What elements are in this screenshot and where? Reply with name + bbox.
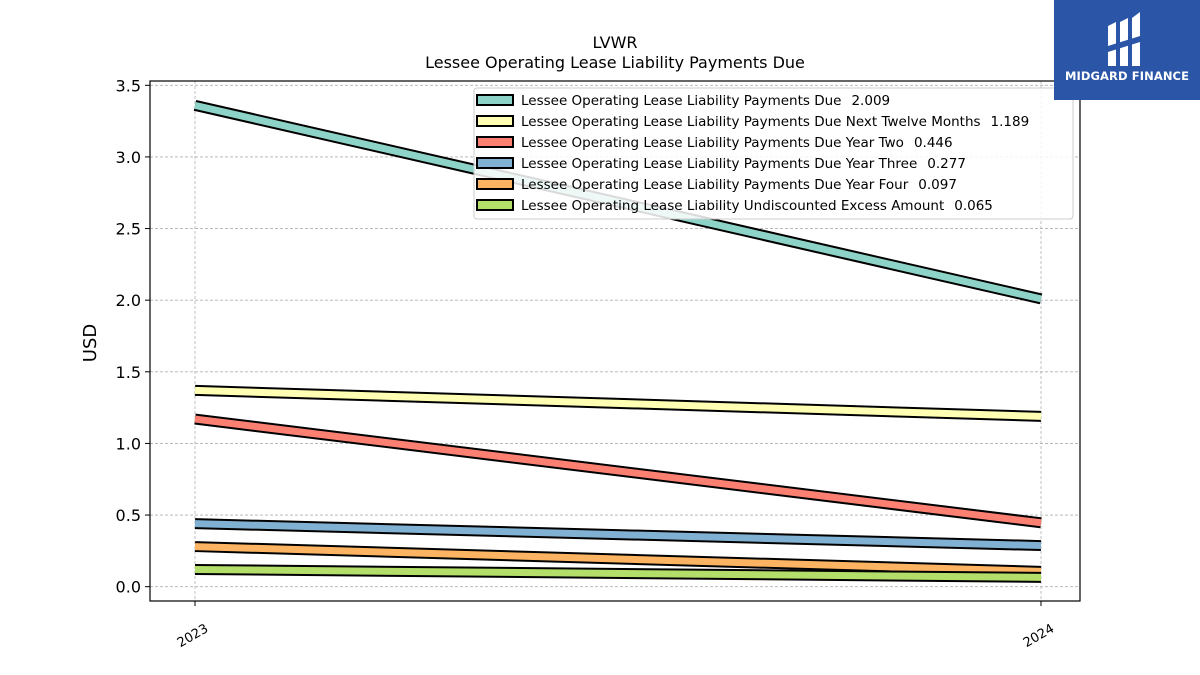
legend-swatch [476,199,514,211]
y-tick-label: 2.0 [116,291,141,310]
legend-series-latest: 0.277 [927,156,966,172]
series-lines [193,99,1043,583]
legend-label: Lessee Operating Lease Liability Payment… [521,135,953,151]
legend-series-name: Lessee Operating Lease Liability Payment… [521,135,904,151]
legend-label: Lessee Operating Lease Liability Undisco… [521,198,993,214]
chart-subtitle: Lessee Operating Lease Liability Payment… [425,53,805,72]
series-line [194,520,1042,550]
x-tick-label: 2023 [175,621,211,651]
plot-frame [149,80,1081,602]
legend-swatch [476,94,514,106]
legend-swatch [476,115,514,127]
series-line [194,565,1042,581]
legend: Lessee Operating Lease Liability Payment… [473,87,1074,220]
legend-swatch [476,136,514,148]
series-line [194,386,1042,420]
x-tick-label: 2024 [1021,621,1057,651]
legend-series-latest: 0.097 [918,177,957,193]
legend-label: Lessee Operating Lease Liability Payment… [521,156,966,172]
y-tick-label: 0.0 [116,578,141,597]
midgard-logo-icon [1108,12,1140,66]
legend-label: Lessee Operating Lease Liability Payment… [521,114,1029,130]
legend-series-name: Lessee Operating Lease Liability Payment… [521,177,909,193]
y-tick-label: 1.5 [116,363,141,382]
legend-box [473,87,1074,220]
chart-title: LVWR [592,33,637,52]
legend-series-name: Lessee Operating Lease Liability Payment… [521,114,981,130]
legend-series-latest: 0.446 [914,135,953,151]
y-tick-label: 3.5 [116,76,141,95]
legend-series-name: Lessee Operating Lease Liability Payment… [521,156,917,172]
legend-series-latest: 1.189 [991,114,1030,130]
legend-series-name: Lessee Operating Lease Liability Undisco… [521,198,944,214]
y-tick-label: 2.5 [116,220,141,239]
series-line [194,415,1042,527]
legend-label: Lessee Operating Lease Liability Payment… [521,93,890,109]
legend-series-name: Lessee Operating Lease Liability Payment… [521,93,841,109]
series-line [194,543,1042,575]
y-axis-label: USD [80,324,101,362]
y-axis: 0.0 0.5 1.0 1.5 2.0 2.5 3.0 3.5 [116,76,150,597]
legend-swatch [476,157,514,169]
legend-label: Lessee Operating Lease Liability Payment… [521,177,957,193]
y-tick-label: 1.0 [116,434,141,453]
x-axis: 2023 2024 [175,601,1057,651]
y-tick-label: 0.5 [116,506,141,525]
legend-series-latest: 2.009 [851,93,890,109]
midgard-finance-logo: MIDGARD FINANCE [1054,0,1200,100]
logo-text: MIDGARD FINANCE [1064,69,1190,83]
grid [150,81,1080,601]
legend-series-latest: 0.065 [954,198,993,214]
y-tick-label: 3.0 [116,148,141,167]
legend-swatch [476,178,514,190]
